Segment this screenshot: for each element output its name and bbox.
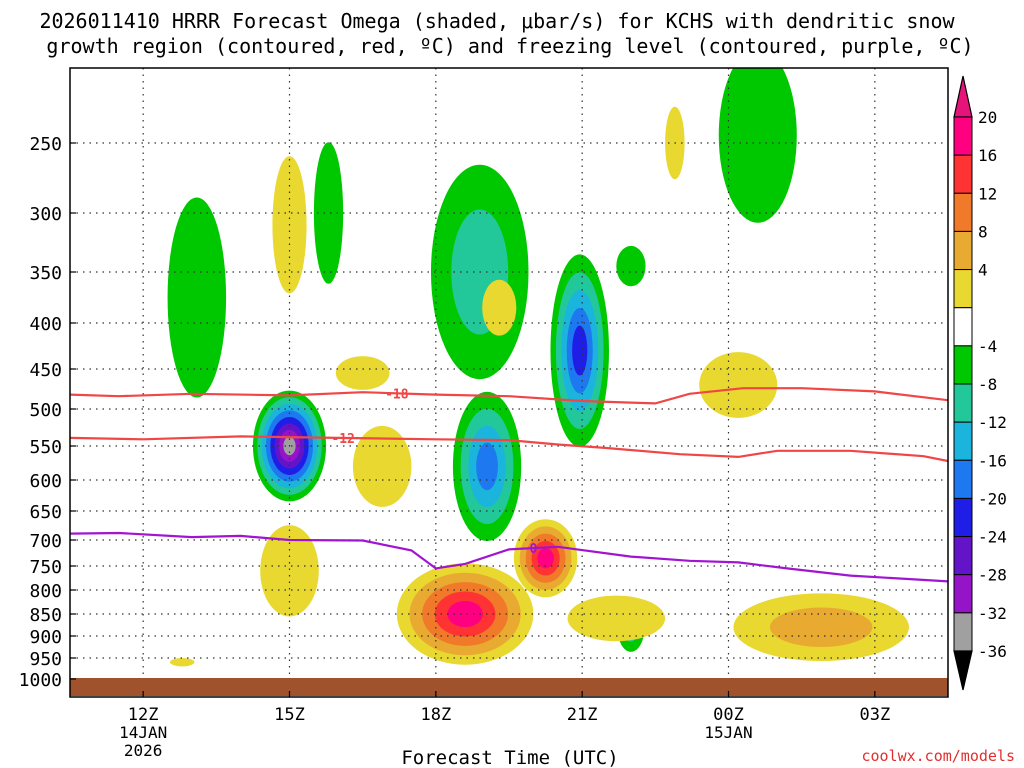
contour-line-2 <box>70 531 948 583</box>
y-tick-label-300: 300 <box>29 204 62 225</box>
omega-cell-13-level-4 <box>352 425 412 507</box>
x-tick-label-15Z: 15Z <box>274 705 305 725</box>
colorbar-label-4: 4 <box>978 261 988 280</box>
x-tick-sublabel-00Z-0: 15JAN <box>704 723 752 742</box>
omega-cell-4-level--8 <box>167 197 227 398</box>
y-tick-label-900: 900 <box>29 627 62 648</box>
colorbar-swatch-8 <box>953 421 973 461</box>
temperature-contours: -18 -12 0 <box>70 387 948 583</box>
plot-frame <box>69 67 949 698</box>
colorbar-top-arrow <box>953 75 973 118</box>
ground-strip <box>70 678 948 696</box>
credit-link[interactable]: coolwx.com/models <box>861 747 1015 765</box>
x-tick-sublabel-12Z-1: 2026 <box>124 741 163 760</box>
omega-cell-9-level-20 <box>447 600 483 628</box>
colorbar-swatch-1 <box>953 154 973 194</box>
y-axis-pressure: 2503003504004505005506006507007508008509… <box>19 134 76 691</box>
colorbar-swatch-5 <box>953 307 973 347</box>
omega-cell-18-level-8 <box>769 607 873 647</box>
colorbar-label-1: 16 <box>978 146 997 165</box>
colorbar-label-6: -8 <box>978 375 997 394</box>
colorbar-swatch-6 <box>953 345 973 385</box>
y-tick-label-550: 550 <box>29 437 62 458</box>
colorbar-swatch-2 <box>953 192 973 232</box>
colorbar-label-7: -12 <box>978 413 1007 432</box>
x-tick-label-12Z: 12Z <box>128 705 159 725</box>
chart-title-line1: 2026011410 HRRR Forecast Omega (shaded, … <box>39 9 955 33</box>
contour-line-1 <box>70 435 948 463</box>
colorbar-swatch-4 <box>953 269 973 309</box>
contour-label-0: -18 <box>385 387 409 402</box>
colorbar-label-10: -24 <box>978 528 1007 547</box>
omega-cell-11-level-4 <box>260 525 319 617</box>
x-tick-label-21Z: 21Z <box>567 705 598 725</box>
y-tick-label-500: 500 <box>29 400 62 421</box>
omega-cell-1-level--24 <box>572 325 588 376</box>
colorbar-label-3: 8 <box>978 222 988 241</box>
omega-cell-10-level-20 <box>537 548 554 569</box>
y-tick-label-950: 950 <box>29 649 62 670</box>
omega-cell-14-level-4 <box>335 356 390 390</box>
omega-cell-19-level-4 <box>567 595 666 642</box>
omega-cell-5-level--8 <box>313 142 344 284</box>
y-tick-label-800: 800 <box>29 581 62 602</box>
x-tick-label-00Z: 00Z <box>713 705 744 725</box>
colorbar-swatch-3 <box>953 230 973 271</box>
contour-label-1: -12 <box>331 432 354 447</box>
y-tick-label-700: 700 <box>29 531 62 552</box>
y-tick-label-850: 850 <box>29 605 62 626</box>
colorbar-label-0: 20 <box>978 108 997 127</box>
omega-shading <box>167 68 909 667</box>
y-tick-label-250: 250 <box>29 134 62 155</box>
colorbar-label-9: -20 <box>978 489 1007 508</box>
y-tick-label-350: 350 <box>29 263 62 284</box>
x-tick-label-18Z: 18Z <box>420 705 451 725</box>
omega-cell-2-level--20 <box>476 442 498 491</box>
colorbar-swatch-12 <box>953 574 973 614</box>
y-tick-label-400: 400 <box>29 314 62 335</box>
omega-cell-7-level--8 <box>616 245 646 287</box>
omega-cell-20-level-4 <box>169 658 195 667</box>
omega-cell-6-level--8 <box>718 68 797 223</box>
contour-label-2: 0 <box>529 542 537 557</box>
x-tick-label-03Z: 03Z <box>859 705 890 725</box>
x-tick-sublabel-12Z-0: 14JAN <box>119 723 167 742</box>
omega-cell-15-level-4 <box>482 279 517 336</box>
colorbar-label-12: -32 <box>978 604 1007 623</box>
colorbar-label-11: -28 <box>978 566 1007 585</box>
colorbar-swatch-11 <box>953 536 973 576</box>
y-tick-label-750: 750 <box>29 557 62 578</box>
y-tick-label-600: 600 <box>29 471 62 492</box>
chart-title-line2: growth region (contoured, red, ºC) and f… <box>46 34 973 58</box>
colorbar-legend: 20 16 12 8 4 -4 -8 -12 -16 -20 -24 -28 -32 -36 <box>953 75 1007 691</box>
omega-cell-16-level-4 <box>699 352 778 418</box>
y-tick-label-450: 450 <box>29 360 62 381</box>
colorbar-swatch-10 <box>953 497 973 538</box>
y-tick-label-650: 650 <box>29 502 62 523</box>
contour-line-0 <box>70 387 948 405</box>
colorbar-swatch-7 <box>953 383 973 423</box>
colorbar-label-5: -4 <box>978 337 997 356</box>
colorbar-swatch-13 <box>953 612 973 652</box>
colorbar-label-8: -16 <box>978 451 1007 470</box>
x-axis-label: Forecast Time (UTC) <box>401 747 618 768</box>
colorbar-swatch-9 <box>953 459 973 499</box>
colorbar-label-2: 12 <box>978 184 997 203</box>
colorbar-label-13: -36 <box>978 642 1007 661</box>
y-tick-label-1000: 1000 <box>19 670 62 691</box>
colorbar-swatch-0 <box>953 116 973 156</box>
colorbar-bottom-arrow <box>953 650 973 691</box>
